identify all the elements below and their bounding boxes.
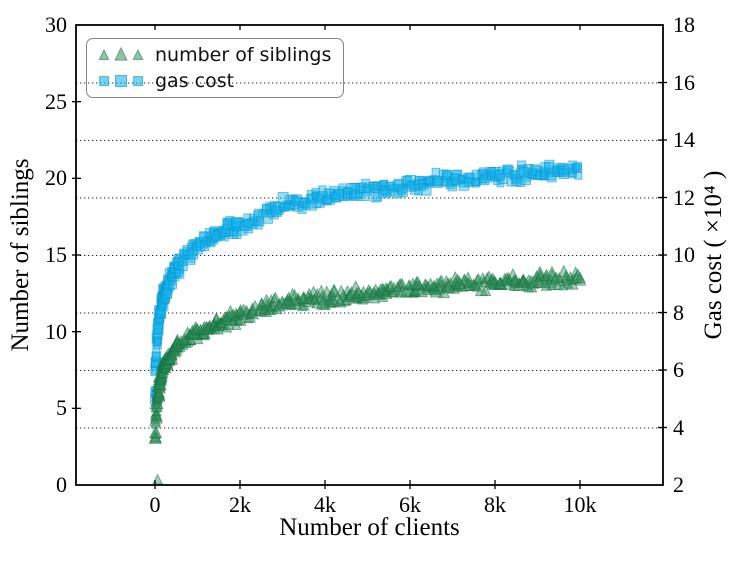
- x-tick-label-8k: 8k: [484, 492, 506, 517]
- y-right-tick-label-6: 6: [673, 357, 684, 382]
- y-left-tick-label-0: 0: [56, 472, 67, 497]
- legend-item-gas-cost: gas cost: [97, 68, 331, 94]
- x-tick-label-4k: 4k: [314, 492, 336, 517]
- x-axis-title: Number of clients: [279, 514, 460, 541]
- y-right-tick-label-14: 14: [673, 127, 695, 152]
- y-right-tick-label-4: 4: [673, 415, 684, 440]
- triangle-markers-icon: [98, 46, 144, 61]
- y-right-tick-label-8: 8: [673, 300, 684, 325]
- y-left-tick-label-20: 20: [45, 165, 67, 190]
- y-right-tick-label-2: 2: [673, 472, 684, 497]
- y-left-tick-label-30: 30: [45, 12, 67, 37]
- y-right-tick-label-18: 18: [673, 12, 695, 37]
- legend: number of siblings gas cost: [86, 38, 345, 98]
- y-left-tick-label-5: 5: [56, 395, 67, 420]
- x-tick-label-10k: 10k: [563, 492, 597, 517]
- x-tick-label-2k: 2k: [229, 492, 251, 517]
- y-right-tick-label-16: 16: [673, 70, 695, 95]
- y-right-tick-label-12: 12: [673, 185, 695, 210]
- legend-label-gas-cost: gas cost: [155, 70, 235, 92]
- y-left-tick-label-25: 25: [45, 89, 67, 114]
- x-tick-label-0: 0: [149, 492, 161, 517]
- x-tick-label-6k: 6k: [399, 492, 421, 517]
- y-left-tick-label-10: 10: [45, 319, 67, 344]
- right-axis-title: Gas cost ( ×10⁴ ): [700, 170, 727, 340]
- y-left-tick-label-15: 15: [45, 242, 67, 267]
- y-right-tick-label-10: 10: [673, 242, 695, 267]
- legend-label-number-of-siblings: number of siblings: [155, 44, 332, 66]
- square-markers-icon: [99, 75, 144, 87]
- left-axis-title: Number of siblings: [7, 158, 34, 352]
- legend-item-number-of-siblings: number of siblings: [97, 42, 331, 68]
